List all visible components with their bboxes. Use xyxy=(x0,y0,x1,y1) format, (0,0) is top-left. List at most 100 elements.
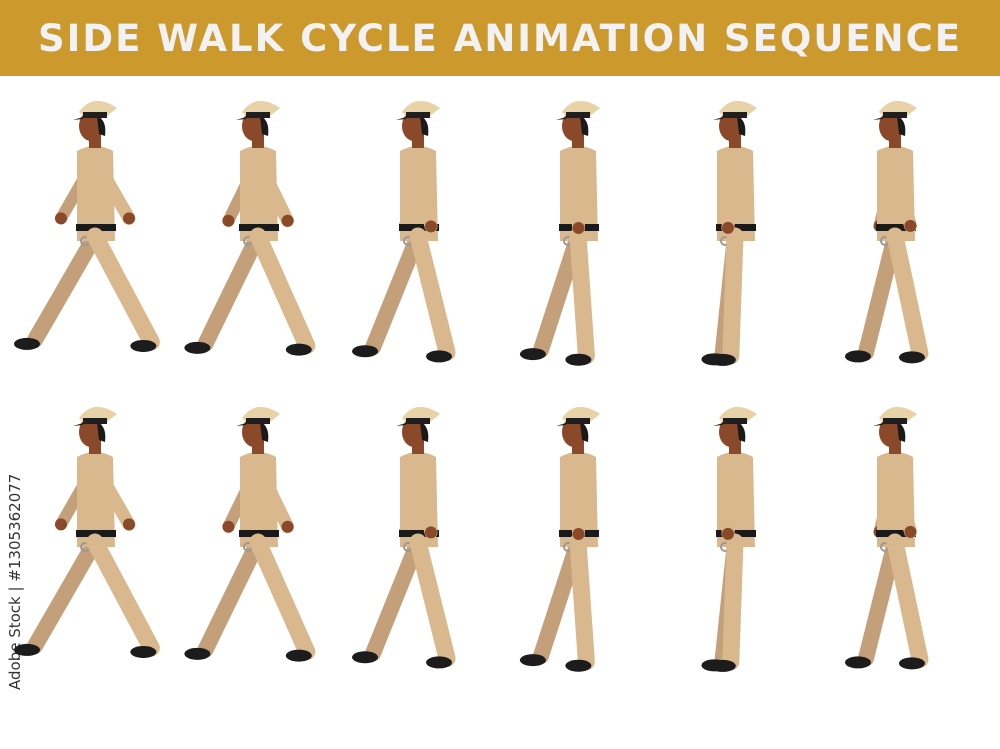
cap-band xyxy=(406,418,430,424)
back-leg xyxy=(857,534,903,667)
walk-cycle-frames xyxy=(14,100,929,672)
walk-frame xyxy=(701,406,757,672)
shoe xyxy=(709,353,736,366)
head xyxy=(879,111,903,141)
shoe xyxy=(426,350,453,363)
front-leg xyxy=(86,227,160,351)
fist xyxy=(721,221,734,234)
cap-band xyxy=(566,418,590,424)
front-arm xyxy=(86,149,136,225)
walk-frame xyxy=(519,100,600,366)
cap-visor xyxy=(873,423,883,426)
cap-visor xyxy=(873,117,883,120)
shoe xyxy=(519,348,546,361)
head xyxy=(719,111,743,141)
belt xyxy=(876,530,916,537)
front-arm xyxy=(86,455,136,531)
walk-frame xyxy=(184,406,316,662)
shoe xyxy=(898,351,925,364)
fist xyxy=(123,212,135,225)
back-leg xyxy=(365,534,426,662)
shoe xyxy=(709,659,736,672)
front-arm xyxy=(409,455,438,539)
head xyxy=(402,111,426,141)
hair xyxy=(897,422,906,442)
fist xyxy=(721,527,734,540)
head xyxy=(79,111,103,141)
back-leg xyxy=(365,228,426,356)
cap-visor xyxy=(713,423,723,426)
shoe xyxy=(844,656,871,669)
front-leg xyxy=(722,533,744,671)
cap-band xyxy=(246,418,270,424)
fist xyxy=(222,520,235,533)
walk-frame xyxy=(14,406,160,658)
fist xyxy=(281,214,294,227)
fist xyxy=(904,525,917,538)
front-arm xyxy=(569,455,586,541)
walk-frame xyxy=(352,100,456,363)
shoe xyxy=(565,659,592,672)
front-leg xyxy=(409,533,456,667)
cap-visor xyxy=(713,117,723,120)
walk-frame xyxy=(14,100,160,352)
shoe xyxy=(184,647,211,660)
fist xyxy=(55,518,67,531)
title-banner: SIDE WALK CYCLE ANIMATION SEQUENCE xyxy=(0,0,1000,76)
front-leg xyxy=(409,227,456,361)
front-arm xyxy=(409,149,438,233)
walk-frame xyxy=(844,406,929,670)
cap-visor xyxy=(396,423,406,426)
hair xyxy=(97,116,106,136)
shoe xyxy=(130,645,157,658)
back-leg xyxy=(197,534,266,658)
front-leg xyxy=(249,533,316,661)
shoe xyxy=(519,654,546,667)
fist xyxy=(904,219,917,232)
head xyxy=(719,417,743,447)
belt xyxy=(876,224,916,231)
walk-frame xyxy=(352,406,456,669)
cap-band xyxy=(83,418,107,424)
belt xyxy=(716,224,756,231)
back-leg xyxy=(27,228,103,348)
hair xyxy=(580,116,589,136)
cap-band xyxy=(883,112,907,118)
shoe xyxy=(285,649,312,662)
hair xyxy=(420,116,429,136)
front-leg xyxy=(86,533,160,657)
cap-visor xyxy=(73,423,83,426)
shoe xyxy=(352,651,379,664)
belt xyxy=(239,530,279,537)
cap-visor xyxy=(396,117,406,120)
belt xyxy=(399,224,439,231)
shoe xyxy=(426,656,453,669)
front-leg xyxy=(886,533,929,668)
walk-frame xyxy=(844,100,929,364)
walk-frame xyxy=(701,100,757,366)
hair xyxy=(580,422,589,442)
cap-visor xyxy=(556,423,566,426)
hair xyxy=(737,422,746,442)
belt xyxy=(399,530,439,537)
fist xyxy=(55,212,67,225)
fist xyxy=(222,214,235,227)
fist xyxy=(424,220,437,233)
belt xyxy=(76,530,116,537)
fist xyxy=(281,520,294,533)
shoe xyxy=(285,343,312,356)
cap-band xyxy=(723,418,747,424)
shoe xyxy=(14,643,40,656)
head xyxy=(242,111,266,141)
shoe xyxy=(352,345,379,358)
front-leg xyxy=(569,533,595,671)
shoe xyxy=(184,341,211,354)
walk-frame xyxy=(519,406,600,672)
fist xyxy=(572,527,585,540)
shoe xyxy=(130,339,157,352)
head xyxy=(402,417,426,447)
cap-band xyxy=(406,112,430,118)
front-leg xyxy=(886,227,929,362)
belt xyxy=(716,530,756,537)
shoe xyxy=(898,657,925,670)
